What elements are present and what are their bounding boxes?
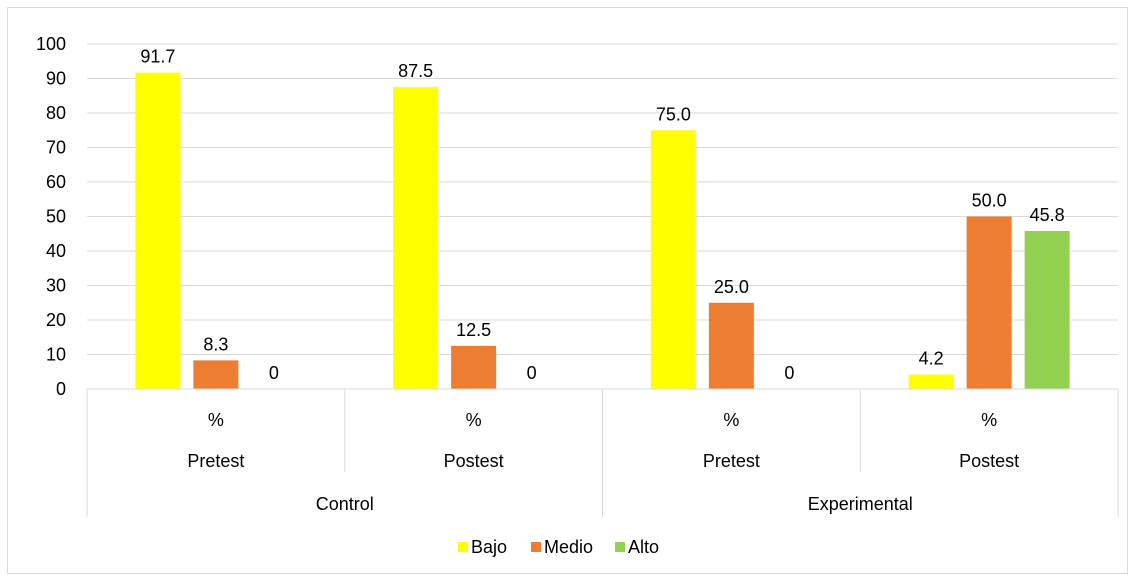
y-tick-label: 70 bbox=[46, 138, 66, 158]
x-tick-label-phase: Pretest bbox=[187, 451, 244, 471]
legend-swatch-medio bbox=[531, 542, 541, 552]
data-label-medio: 8.3 bbox=[203, 334, 228, 354]
data-label-bajo: 4.2 bbox=[919, 349, 944, 369]
data-label-alto: 0 bbox=[269, 363, 279, 383]
data-label-alto: 0 bbox=[784, 363, 794, 383]
data-label-bajo: 87.5 bbox=[398, 61, 433, 81]
x-group-label: Experimental bbox=[808, 494, 913, 514]
data-label-bajo: 91.7 bbox=[140, 47, 175, 67]
x-tick-label-phase: Pretest bbox=[703, 451, 760, 471]
bar-medio bbox=[966, 216, 1012, 389]
y-tick-label: 90 bbox=[46, 69, 66, 89]
x-tick-label-unit: % bbox=[981, 410, 997, 430]
legend-label-medio: Medio bbox=[544, 537, 593, 557]
y-tick-label: 80 bbox=[46, 103, 66, 123]
y-tick-label: 0 bbox=[56, 379, 66, 399]
x-tick-label-unit: % bbox=[723, 410, 739, 430]
bar-alto bbox=[1024, 230, 1070, 389]
data-label-alto: 45.8 bbox=[1030, 205, 1065, 225]
legend-swatch-alto bbox=[615, 542, 625, 552]
y-tick-label: 50 bbox=[46, 207, 66, 227]
bar-bajo bbox=[650, 130, 696, 389]
x-tick-label-unit: % bbox=[208, 410, 224, 430]
data-label-bajo: 75.0 bbox=[656, 104, 691, 124]
y-tick-label: 20 bbox=[46, 310, 66, 330]
y-tick-label: 40 bbox=[46, 241, 66, 261]
data-label-medio: 12.5 bbox=[456, 320, 491, 340]
bar-medio bbox=[451, 345, 497, 389]
y-tick-label: 30 bbox=[46, 276, 66, 296]
bar-bajo bbox=[393, 87, 439, 389]
x-group-label: Control bbox=[316, 494, 374, 514]
legend-swatch-bajo bbox=[458, 542, 468, 552]
bar-bajo bbox=[908, 374, 954, 389]
x-tick-label-phase: Postest bbox=[444, 451, 504, 471]
bar-medio bbox=[708, 302, 754, 389]
data-label-alto: 0 bbox=[527, 363, 537, 383]
legend-label-bajo: Bajo bbox=[471, 537, 507, 557]
y-tick-label: 60 bbox=[46, 172, 66, 192]
data-label-medio: 50.0 bbox=[972, 191, 1007, 211]
legend-label-alto: Alto bbox=[628, 537, 659, 557]
chart-area bbox=[7, 7, 1128, 574]
data-label-medio: 25.0 bbox=[714, 277, 749, 297]
y-tick-label: 100 bbox=[36, 34, 66, 54]
x-tick-label-unit: % bbox=[466, 410, 482, 430]
bar-bajo bbox=[135, 72, 181, 389]
x-tick-label-phase: Postest bbox=[959, 451, 1019, 471]
y-tick-label: 10 bbox=[46, 345, 66, 365]
bar-medio bbox=[193, 360, 239, 389]
